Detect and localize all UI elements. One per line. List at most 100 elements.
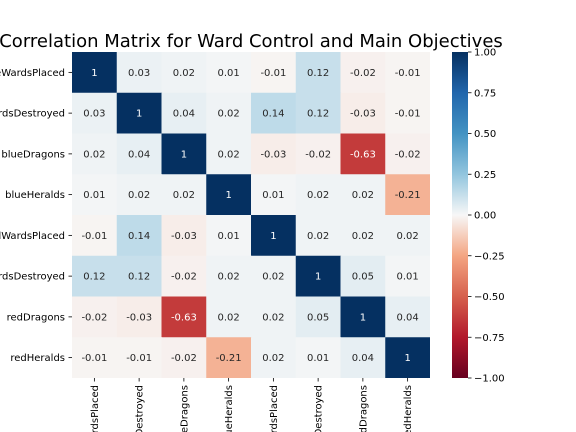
cell-value-label: 0.02 xyxy=(307,190,329,201)
heatmap-cell xyxy=(295,92,342,135)
heatmap-cell xyxy=(72,215,118,257)
heatmap-cell xyxy=(295,52,342,94)
y-tick-label: blueHeralds xyxy=(5,190,65,201)
cell-value-label: -0.01 xyxy=(260,68,286,79)
cell-value-label: -0.02 xyxy=(171,272,197,283)
heatmap-cell xyxy=(161,52,207,94)
heatmap-cell xyxy=(116,133,163,175)
cell-value-label: 0.12 xyxy=(307,109,329,120)
heatmap-cell xyxy=(161,337,207,378)
heatmap-cell xyxy=(72,337,118,378)
cell-value-label: 0.04 xyxy=(128,149,150,160)
cell-value-label: 0.02 xyxy=(217,109,239,120)
heatmap-cell xyxy=(206,337,252,378)
colorbar-tick-label: 0.25 xyxy=(474,170,496,181)
colorbar-tick-label: 0.75 xyxy=(474,88,496,99)
cell-value-label: 0.12 xyxy=(128,272,150,283)
cell-value-label: 0.01 xyxy=(217,68,239,79)
cell-value-label: -0.01 xyxy=(126,353,152,364)
heatmap-cell xyxy=(251,337,297,378)
cell-value-label: 0.02 xyxy=(396,231,418,242)
cell-value-label: -0.01 xyxy=(395,68,421,79)
cell-value-label: -0.01 xyxy=(395,109,421,120)
heatmap-cell xyxy=(251,92,297,135)
cell-value-label: 0.02 xyxy=(262,312,284,323)
cell-value-label: -0.21 xyxy=(216,353,242,364)
heatmap-cell xyxy=(340,255,386,298)
x-tick-label: blueHeralds xyxy=(224,385,235,432)
colorbar-gradient xyxy=(452,52,468,378)
cell-value-label: 0.05 xyxy=(307,312,329,323)
cell-value-label: 0.01 xyxy=(262,190,284,201)
heatmap-cell xyxy=(116,52,163,94)
x-tick-label: redWardsDestroyed xyxy=(314,385,325,432)
cell-value-label: -0.02 xyxy=(305,149,331,160)
colorbar-tick-label: −1.00 xyxy=(474,374,505,385)
cell-value-label: 1 xyxy=(136,109,142,120)
cell-value-label: -0.01 xyxy=(81,353,107,364)
heatmap-cell xyxy=(385,174,430,216)
heatmap-cell xyxy=(72,255,118,298)
cell-value-label: 1 xyxy=(91,68,97,79)
y-tick-label: blueWardsDestroyed xyxy=(0,109,65,120)
cell-value-label: 0.14 xyxy=(128,231,150,242)
heatmap-cell xyxy=(385,215,430,257)
cell-value-label: 0.14 xyxy=(262,109,284,120)
heatmap-cell xyxy=(161,92,207,135)
cell-value-label: 0.02 xyxy=(217,312,239,323)
cell-value-label: -0.03 xyxy=(350,109,376,120)
cell-value-label: 1 xyxy=(270,231,276,242)
heatmap-cell xyxy=(385,92,430,135)
cell-value-label: 0.02 xyxy=(307,231,329,242)
heatmap-cells xyxy=(72,52,430,378)
cell-value-label: 0.04 xyxy=(173,109,195,120)
heatmap-cell xyxy=(161,174,207,216)
heatmap-cell xyxy=(340,337,386,378)
heatmap-cell xyxy=(251,174,297,216)
heatmap-cell xyxy=(385,133,430,175)
cell-value-label: -0.63 xyxy=(350,149,376,160)
chart-title: Correlation Matrix for Ward Control and … xyxy=(0,31,503,52)
heatmap-cell xyxy=(340,133,386,175)
cell-value-label: 0.03 xyxy=(128,68,150,79)
cell-value-label: -0.03 xyxy=(260,149,286,160)
heatmap-cell xyxy=(161,215,207,257)
y-tick-label: redHeralds xyxy=(10,353,65,364)
cell-value-label: 0.01 xyxy=(217,231,239,242)
heatmap-cell xyxy=(385,52,430,94)
heatmap-cell xyxy=(295,255,342,298)
heatmap-cell xyxy=(116,296,163,338)
x-tick-label: redWardsPlaced xyxy=(269,385,280,432)
colorbar-tick-label: 1.00 xyxy=(474,48,496,59)
cell-value-label: 0.02 xyxy=(217,272,239,283)
heatmap-cell xyxy=(251,52,297,94)
colorbar: 1.00 0.75 0.50 0.25 0.00 −0.25 −0.50 −0.75 −1.00 xyxy=(452,48,505,385)
y-tick-label: blueDragons xyxy=(1,149,65,160)
heatmap-cell xyxy=(251,296,297,338)
heatmap-cell xyxy=(385,255,430,298)
heatmap-cell xyxy=(206,133,252,175)
cell-value-label: 0.02 xyxy=(83,149,105,160)
heatmap-cell xyxy=(206,174,252,216)
cell-value-label: 0.12 xyxy=(83,272,105,283)
y-tick-label: redWardsPlaced xyxy=(0,231,65,242)
cell-value-label: 1 xyxy=(360,312,366,323)
heatmap-cell xyxy=(340,296,386,338)
y-axis: blueWardsPlaced blueWardsDestroyed blueDra… xyxy=(0,68,72,364)
cell-value-label: 0.02 xyxy=(262,272,284,283)
x-tick-label: redDragons xyxy=(358,385,369,432)
x-tick-label: blueWardsPlaced xyxy=(90,385,101,432)
heatmap-cell xyxy=(72,133,118,175)
heatmap-cell xyxy=(295,296,342,338)
heatmap-cell xyxy=(385,296,430,338)
heatmap-cell xyxy=(161,133,207,175)
heatmap-cell xyxy=(116,337,163,378)
colorbar-tick-label: −0.75 xyxy=(474,333,505,344)
heatmap-cell xyxy=(340,92,386,135)
cell-value-label: 0.04 xyxy=(396,312,418,323)
y-tick-label: blueWardsPlaced xyxy=(0,68,65,79)
cell-value-label: 0.02 xyxy=(217,149,239,160)
y-tick-label: redWardsDestroyed xyxy=(0,272,65,283)
x-tick-label: redHeralds xyxy=(403,385,414,432)
